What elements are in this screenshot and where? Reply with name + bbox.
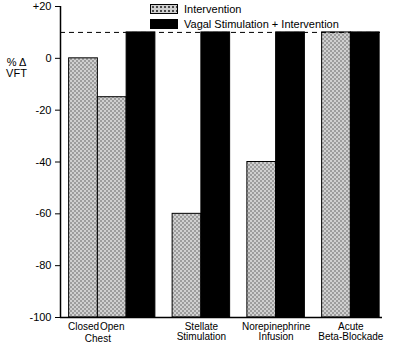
svg-text:Closed: Closed <box>68 321 99 332</box>
svg-text:-100: -100 <box>29 311 51 323</box>
svg-text:+20: +20 <box>33 0 52 12</box>
svg-text:StellateStimulation: StellateStimulation <box>177 321 226 342</box>
svg-text:-60: -60 <box>36 207 52 219</box>
html-text:Vagal Stimulation + Interventi: Vagal Stimulation + Intervention <box>184 18 339 30</box>
svg-text:-80: -80 <box>36 259 52 271</box>
svg-text:0: 0 <box>45 52 51 64</box>
svg-text:Open: Open <box>100 321 124 332</box>
svg-text:NorepinephrineInfusion: NorepinephrineInfusion <box>242 321 311 342</box>
svg-text:Chest: Chest <box>85 333 111 344</box>
svg-text:% ΔVFT: % ΔVFT <box>6 56 27 79</box>
svg-text:-20: -20 <box>36 104 52 116</box>
html-text:Intervention: Intervention <box>184 3 242 15</box>
svg-text:-40: -40 <box>36 156 52 168</box>
svg-text:AcuteBeta-Blockade: AcuteBeta-Blockade <box>318 321 383 342</box>
